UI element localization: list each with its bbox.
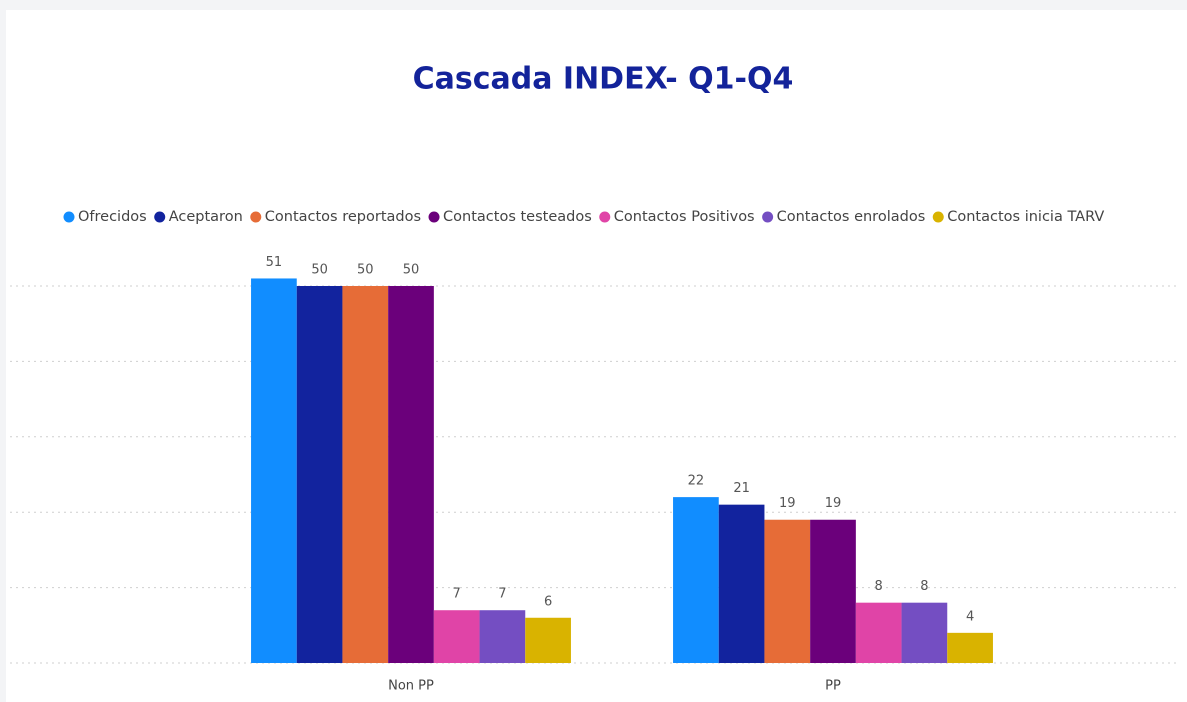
legend-marker xyxy=(154,211,166,223)
bar xyxy=(673,497,719,663)
legend-label: Contactos Positivos xyxy=(614,209,755,225)
legend-marker xyxy=(932,211,944,223)
data-label: 51 xyxy=(266,255,283,270)
data-label: 50 xyxy=(403,263,420,278)
data-label: 50 xyxy=(311,263,328,278)
x-tick-label: PP xyxy=(825,679,841,694)
bar xyxy=(342,286,389,663)
legend-marker xyxy=(599,211,611,223)
legend-marker xyxy=(428,211,440,223)
data-label: 4 xyxy=(966,609,974,624)
legend-marker xyxy=(250,211,262,223)
chart-title: Cascada INDEX- Q1-Q4 xyxy=(413,62,794,97)
data-label: 8 xyxy=(875,579,883,594)
bar xyxy=(901,602,948,663)
legend-label: Contactos reportados xyxy=(265,209,421,225)
x-tick-label: Non PP xyxy=(388,679,434,694)
legend-label: Contactos enrolados xyxy=(777,209,926,225)
legend-marker xyxy=(762,211,774,223)
bar xyxy=(251,278,297,663)
bar xyxy=(296,286,343,663)
bar xyxy=(388,286,434,663)
card xyxy=(6,10,1187,702)
data-label: 6 xyxy=(544,594,552,609)
data-label: 19 xyxy=(779,496,796,511)
bar xyxy=(433,610,480,663)
legend-marker xyxy=(63,211,75,223)
bar xyxy=(855,602,902,663)
data-label: 50 xyxy=(357,263,374,278)
bar xyxy=(764,519,811,663)
bar xyxy=(718,504,765,663)
bar xyxy=(810,519,856,663)
legend-label: Contactos testeados xyxy=(443,209,592,225)
data-label: 22 xyxy=(688,474,705,489)
bar xyxy=(479,610,526,663)
data-label: 21 xyxy=(733,481,750,496)
legend-label: Contactos inicia TARV xyxy=(947,209,1104,225)
data-label: 8 xyxy=(920,579,928,594)
legend-label: Ofrecidos xyxy=(78,209,147,225)
bar xyxy=(947,632,993,663)
data-label: 7 xyxy=(453,587,461,602)
data-label: 19 xyxy=(825,496,842,511)
data-label: 7 xyxy=(498,587,506,602)
bar xyxy=(525,617,571,663)
legend-label: Aceptaron xyxy=(169,209,243,225)
